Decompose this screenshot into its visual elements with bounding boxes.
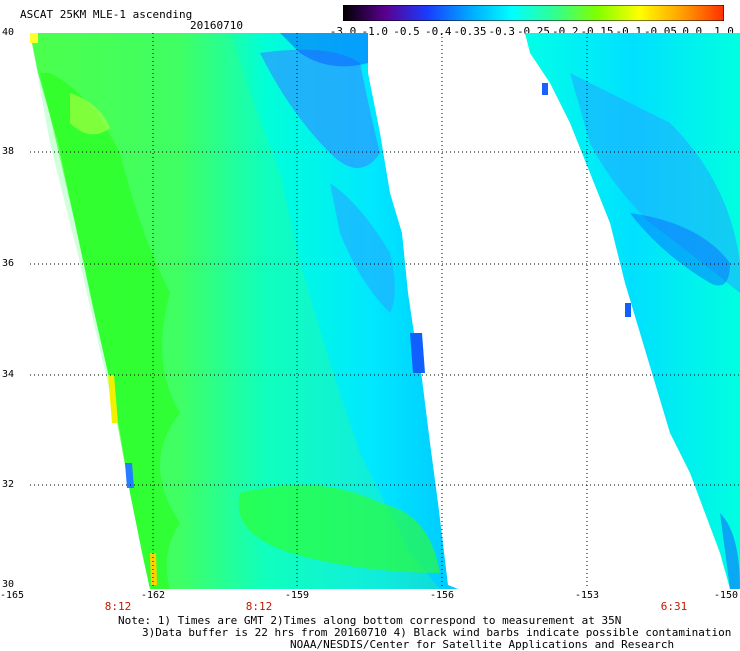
lon-label: -156 [429, 590, 455, 601]
lon-label: -165 [0, 590, 25, 601]
lat-label: 36 [2, 258, 15, 269]
color-bar-tick-label: -0.35 [453, 25, 487, 38]
map-date: 20160710 [190, 19, 243, 32]
lon-label: -159 [284, 590, 310, 601]
lat-label: 34 [2, 369, 15, 380]
pass-time-label: 8:12 [104, 600, 132, 613]
lon-label: -162 [140, 590, 166, 601]
color-bar-tick-label: -0.3 [488, 25, 516, 38]
lat-label: 40 [2, 27, 15, 38]
color-bar [343, 5, 724, 21]
note-line-2: 3)Data buffer is 22 hrs from 20160710 4)… [142, 626, 732, 639]
lat-label: 38 [2, 146, 15, 157]
note-line-3: NOAA/NESDIS/Center for Satellite Applica… [290, 638, 675, 651]
lat-lon-grid [30, 33, 740, 589]
pass-time-label: 6:31 [660, 600, 688, 613]
lat-label: 32 [2, 479, 15, 490]
color-bar-tick-label: -0.4 [425, 25, 452, 38]
lon-label: -153 [574, 590, 600, 601]
swath-right [525, 33, 740, 589]
wind-map [30, 33, 740, 589]
lon-label: -150 [713, 590, 739, 601]
note-line-1: Note: 1) Times are GMT 2)Times along bot… [118, 614, 622, 627]
swath-left [30, 33, 458, 589]
lat-label: 30 [2, 579, 15, 590]
map-title: ASCAT 25KM MLE-1 ascending [20, 8, 193, 21]
color-bar-tick-label: -1.0 [361, 25, 389, 38]
color-bar-tick-label: -0.5 [393, 25, 420, 38]
color-bar-fill [343, 5, 724, 21]
pass-time-label: 8:12 [245, 600, 273, 613]
